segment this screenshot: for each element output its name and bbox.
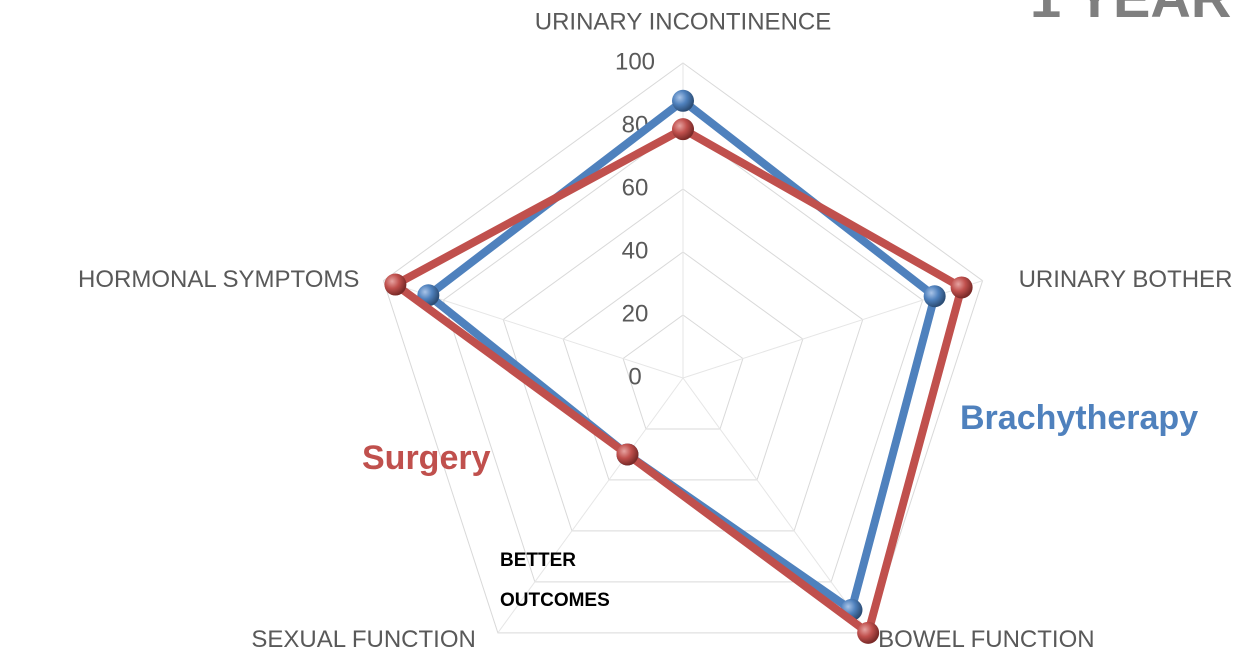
category-label: SEXUAL FUNCTION <box>251 626 475 653</box>
annotation: OUTCOMES <box>500 590 610 611</box>
r-tick-label: 60 <box>622 174 649 201</box>
category-label: BOWEL FUNCTION <box>878 626 1094 653</box>
marker <box>923 285 946 308</box>
r-tick-label: 40 <box>622 237 649 264</box>
category-label: URINARY BOTHER <box>1019 266 1233 293</box>
marker <box>672 118 694 141</box>
r-tick-label: 20 <box>622 300 649 327</box>
series-line <box>424 96 939 614</box>
grid-line <box>442 125 924 583</box>
series-label: Brachytherapy <box>960 399 1198 437</box>
grid-line <box>382 62 984 634</box>
series-line <box>391 125 966 637</box>
annotation: BETTER <box>500 550 576 571</box>
marker <box>857 621 880 644</box>
category-label: HORMONAL SYMPTOMS <box>78 266 359 293</box>
r-tick-label: 0 <box>628 363 641 390</box>
grid-line <box>622 314 744 430</box>
grid-line <box>502 188 864 532</box>
r-tick-label: 100 <box>615 48 655 75</box>
marker <box>950 276 973 299</box>
spoke <box>497 377 684 634</box>
marker <box>616 443 639 466</box>
marker <box>672 89 694 112</box>
spoke <box>682 377 869 634</box>
series-label: Surgery <box>362 439 491 477</box>
grid-line <box>562 251 804 481</box>
marker <box>384 273 407 296</box>
chart-title: 1 YEAR <box>1030 0 1231 29</box>
category-label: URINARY INCONTINENCE <box>535 8 831 35</box>
